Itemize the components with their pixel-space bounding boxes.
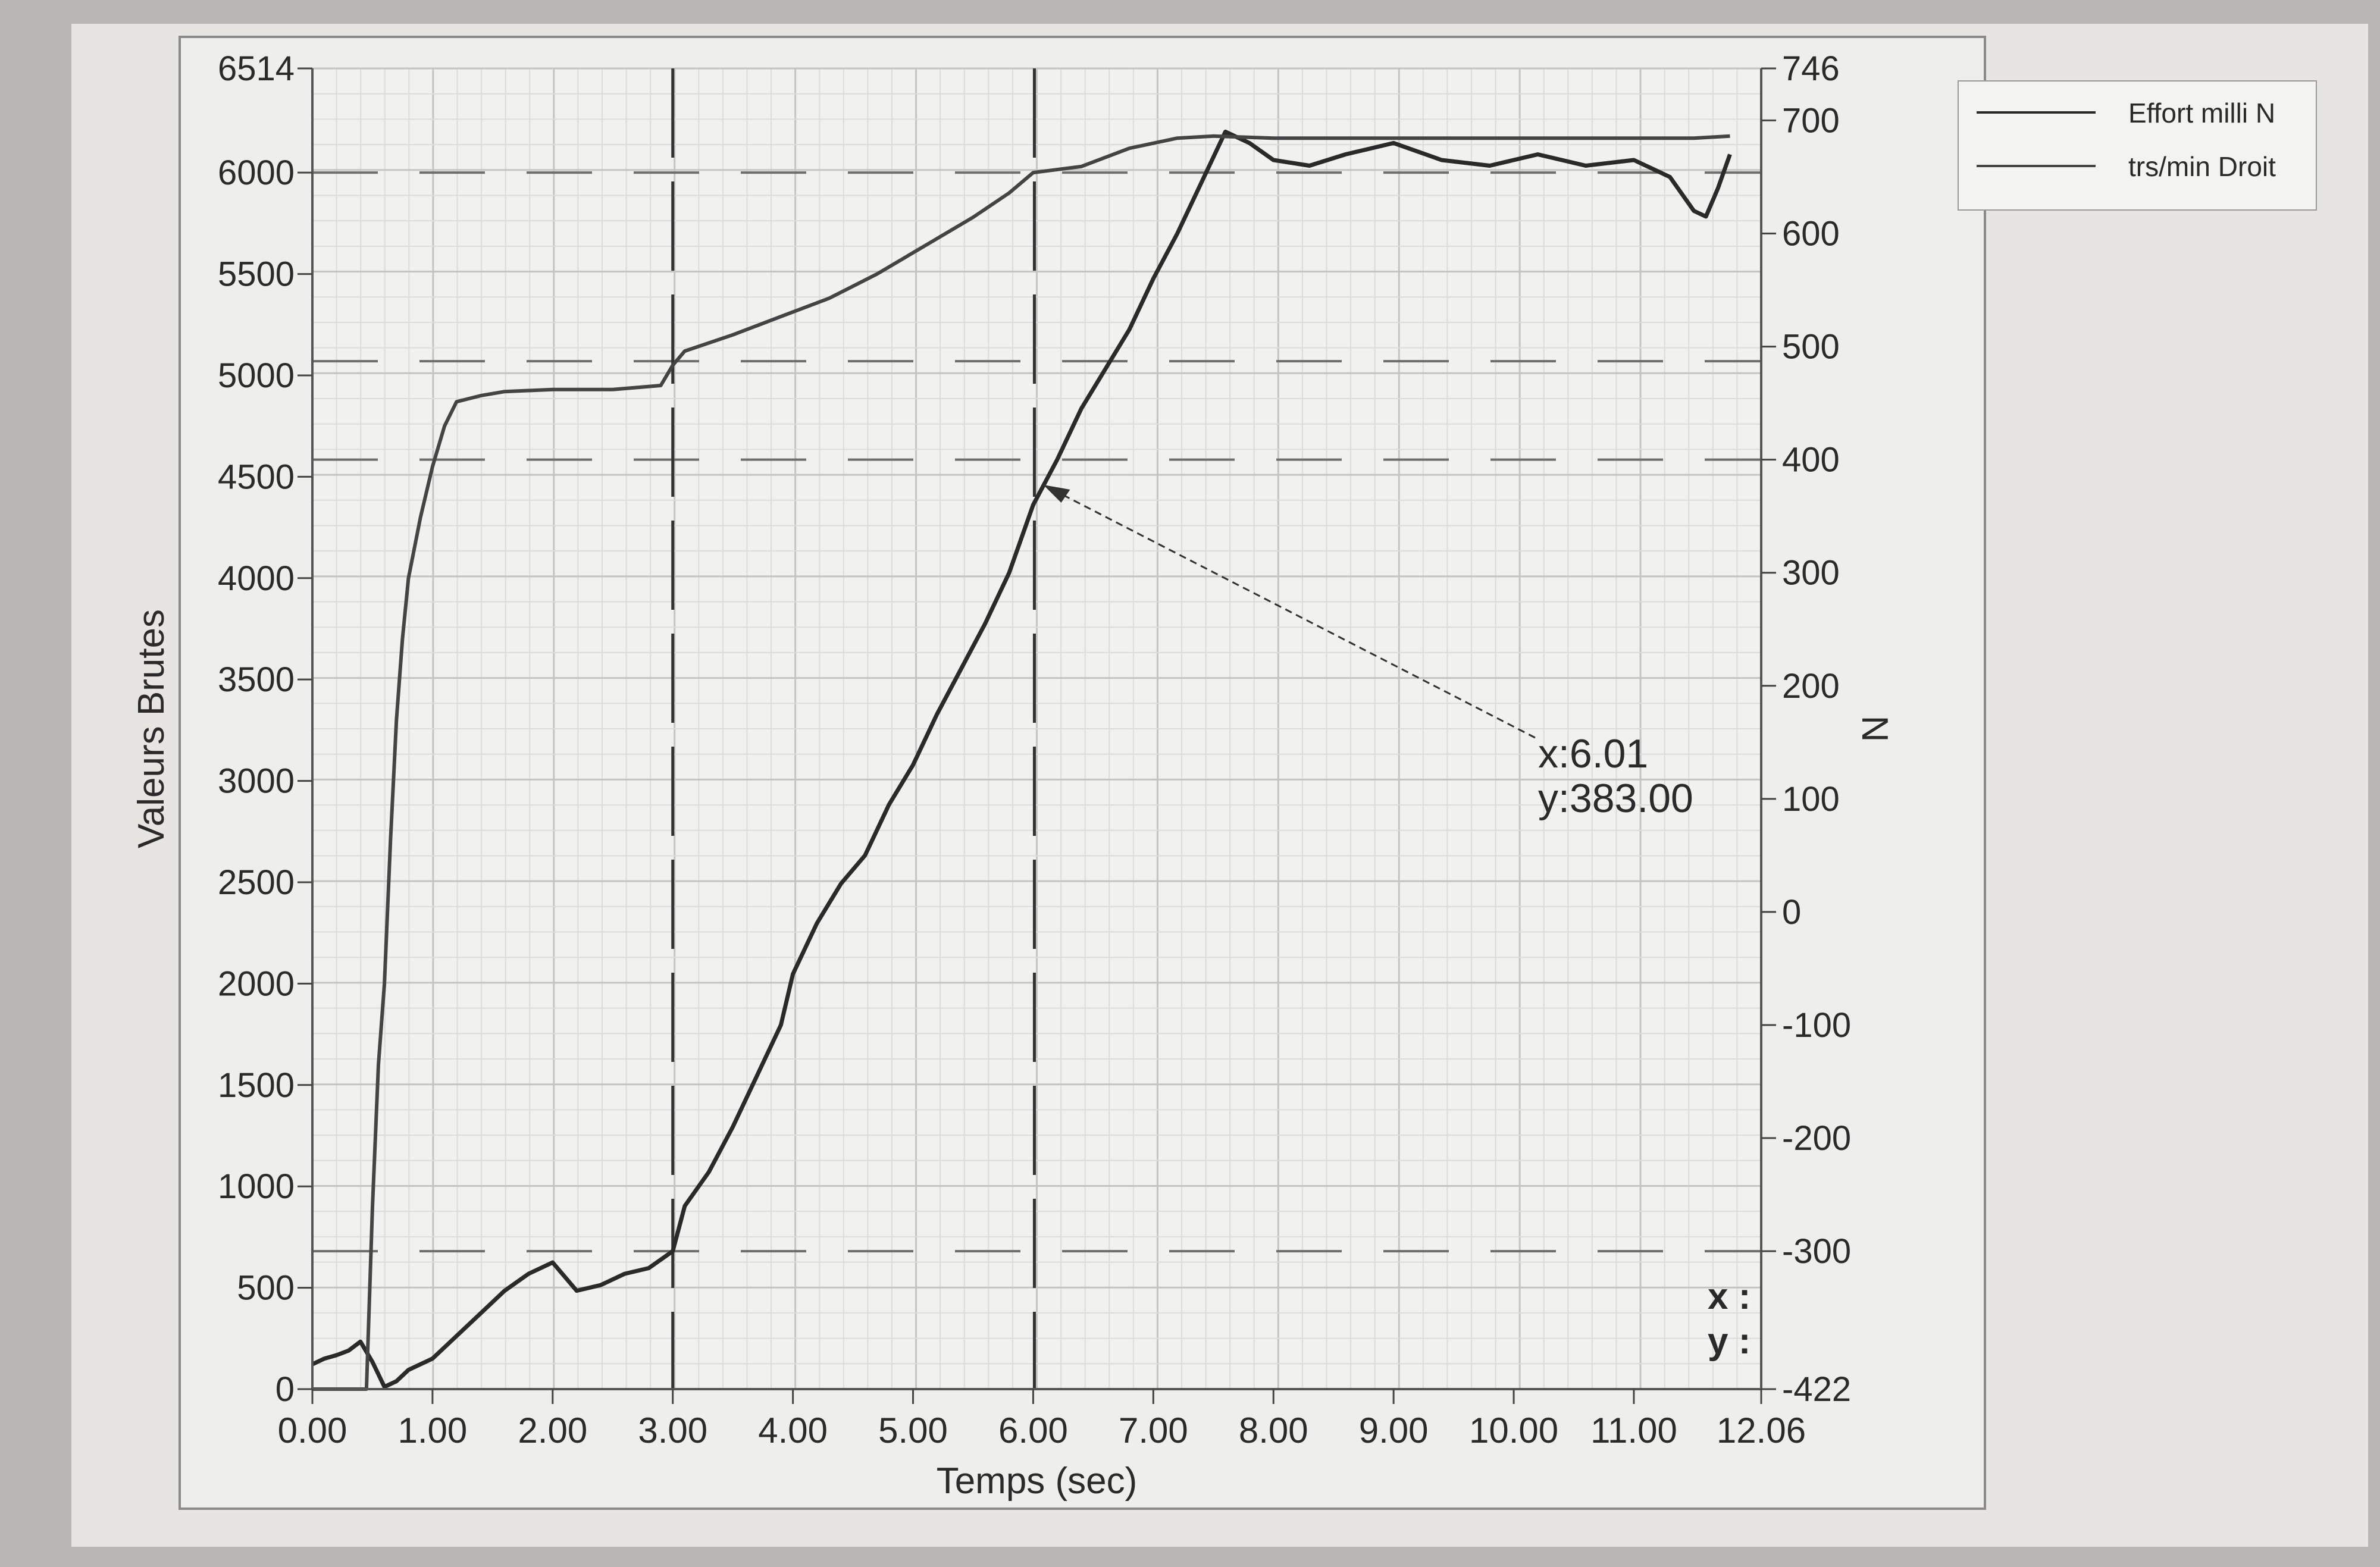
annotation-y-text: y:383.00	[1538, 776, 1693, 821]
y-tick-label: 4500	[218, 457, 295, 496]
annotation-arrowhead	[1043, 484, 1070, 503]
y-tick-label: 5000	[218, 356, 295, 395]
y-tick-label: 1500	[218, 1066, 295, 1105]
legend-item-effort[interactable]: Effort milli N	[1971, 95, 2310, 130]
y-tick-label: 3500	[218, 660, 295, 699]
y2-tick-label: -422	[1782, 1370, 1851, 1409]
y2-tick-label: 700	[1782, 101, 1840, 140]
legend: Effort milli N trs/min Droit	[1958, 80, 2317, 211]
series-rpm-line	[312, 134, 1730, 1391]
y2-tick-label: 400	[1782, 441, 1840, 479]
y-axis-label: Valeurs Brutes	[131, 609, 172, 848]
y-tick-label: 5500	[218, 255, 295, 294]
y-tick-label: 2500	[218, 863, 295, 902]
cursor-lines[interactable]	[671, 68, 1036, 1389]
y2-tick-label: 0	[1782, 893, 1801, 932]
y2-axis-label: N	[1854, 716, 1895, 742]
y-tick-label: 4000	[218, 559, 295, 598]
readout-y-label: y :	[1708, 1321, 1750, 1362]
legend-swatch	[1977, 111, 2096, 114]
x-tick-label: 2.00	[518, 1411, 587, 1450]
legend-label: trs/min Droit	[2128, 151, 2276, 182]
y-tick-label: 3000	[218, 762, 295, 801]
y2-tick-label: 300	[1782, 554, 1840, 593]
y-tick-label: 6514	[218, 49, 295, 88]
y-tick-label: 2000	[218, 964, 295, 1003]
y-tick-label: 1000	[218, 1167, 295, 1206]
x-tick-label: 0.00	[278, 1411, 347, 1450]
legend-swatch	[1977, 165, 2096, 167]
x-tick-label: 4.00	[758, 1411, 828, 1450]
x-tick-label: 11.00	[1590, 1411, 1677, 1450]
x-tick-label: 3.00	[638, 1411, 707, 1450]
annotation-arrow	[1042, 484, 1536, 739]
readout-x-label: x :	[1708, 1276, 1750, 1317]
x-tick-label: 10.00	[1469, 1411, 1558, 1450]
grid	[311, 67, 1762, 1390]
legend-label: Effort milli N	[2128, 98, 2276, 129]
series-effort-line	[311, 129, 1732, 1389]
y2-tick-label: 500	[1782, 328, 1840, 366]
annotation-x-text: x:6.01	[1538, 731, 1648, 776]
axes: 0500100015002000250030003500400045005000…	[218, 49, 1851, 1450]
y2-tick-label: -200	[1782, 1119, 1851, 1158]
y2-tick-label: 100	[1782, 780, 1840, 819]
x-tick-label: 1.00	[398, 1411, 468, 1450]
x-tick-label: 7.00	[1119, 1411, 1188, 1450]
reference-lines	[312, 171, 1761, 1253]
annotation: x:6.01 y:383.00	[1042, 484, 1693, 821]
y2-tick-label: 600	[1782, 215, 1840, 253]
series-layer	[311, 129, 1732, 1391]
x-tick-label: 9.00	[1359, 1411, 1429, 1450]
y-tick-label: 6000	[218, 153, 295, 192]
x-axis-label: Temps (sec)	[937, 1461, 1138, 1502]
y2-tick-label: 200	[1782, 667, 1840, 706]
x-tick-label: 5.00	[878, 1411, 948, 1450]
y2-tick-label: -100	[1782, 1006, 1851, 1045]
y2-tick-label: -300	[1782, 1232, 1851, 1271]
y2-tick-label: 746	[1782, 49, 1840, 88]
legend-item-rpm[interactable]: trs/min Droit	[1971, 148, 2310, 184]
y-tick-label: 0	[275, 1370, 295, 1409]
x-tick-label: 8.00	[1239, 1411, 1308, 1450]
x-tick-label: 12.06	[1717, 1411, 1806, 1450]
y-tick-label: 500	[237, 1269, 295, 1308]
x-tick-label: 6.00	[998, 1411, 1068, 1450]
